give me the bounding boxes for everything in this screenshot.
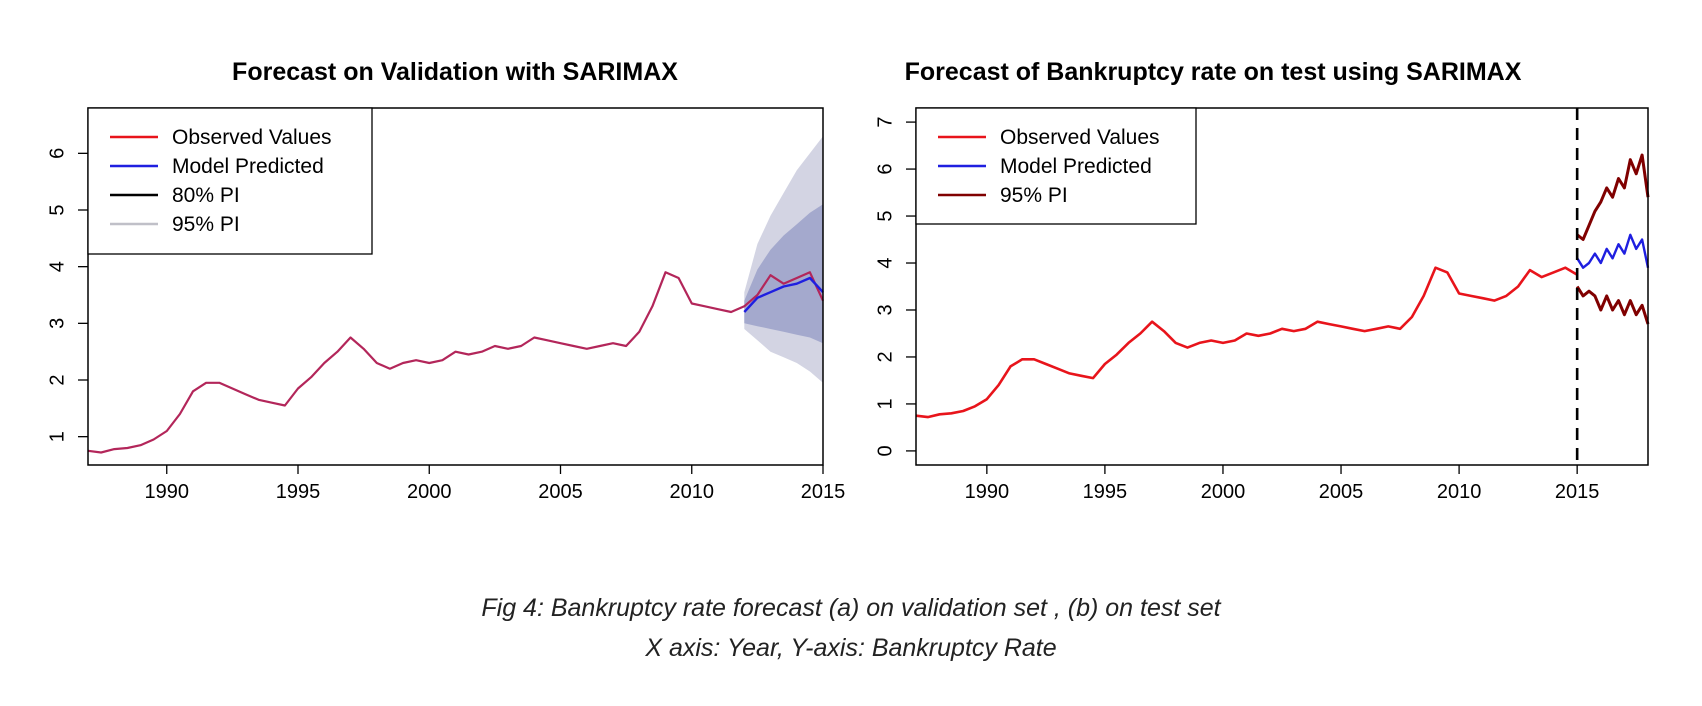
- chart-validation: Forecast on Validation with SARIMAX 1990…: [46, 58, 845, 503]
- legend-entry: 95% PI: [1000, 184, 1068, 207]
- x-tick-label: 2000: [407, 481, 452, 503]
- y-tick-label: 5: [46, 204, 68, 215]
- x-tick-label: 2015: [1555, 481, 1600, 503]
- x-tick-label: 2010: [1437, 481, 1482, 503]
- y-tick-label: 2: [874, 351, 896, 362]
- axis-ticks: 1990 1995 2000 2005 2010 2015 1 2 3 4 5 6: [46, 148, 845, 503]
- x-tick-label: 1995: [276, 481, 321, 503]
- x-tick-label: 2015: [801, 481, 846, 503]
- legend-entry: 95% PI: [172, 213, 240, 236]
- chart-title: Forecast of Bankruptcy rate on test usin…: [905, 58, 1522, 86]
- legend-entry: Model Predicted: [172, 155, 324, 178]
- observed-line: [87, 271, 824, 454]
- legend-entry: Observed Values: [1000, 126, 1160, 149]
- y-tick-label: 3: [46, 318, 68, 329]
- axis-ticks: 1990 1995 2000 2005 2010 2015 0 1 2 3 4 5 6 7: [874, 117, 1599, 503]
- legend-entry: Model Predicted: [1000, 155, 1152, 178]
- pi80-band: [744, 204, 823, 344]
- x-tick-label: 1995: [1083, 481, 1128, 503]
- y-tick-label: 1: [46, 431, 68, 442]
- legend-box: [87, 107, 373, 255]
- legend-entry: 80% PI: [172, 184, 240, 207]
- y-tick-label: 1: [874, 398, 896, 409]
- legend: Observed Values Model Predicted 80% PI 9…: [87, 107, 373, 255]
- y-tick-label: 7: [874, 117, 896, 128]
- series-lines: [915, 108, 1650, 465]
- prediction-interval-bands: [744, 136, 823, 383]
- x-tick-label: 2005: [538, 481, 583, 503]
- figure-caption: Fig 4: Bankruptcy rate forecast (a) on v…: [481, 594, 1221, 622]
- observed-line: [915, 266, 1578, 419]
- x-tick-label: 2010: [670, 481, 715, 503]
- figure-caption-axes: X axis: Year, Y-axis: Bankruptcy Rate: [645, 634, 1057, 662]
- series-lines: [87, 271, 824, 454]
- x-tick-label: 1990: [965, 481, 1010, 503]
- y-tick-label: 3: [874, 304, 896, 315]
- predicted-line: [743, 276, 824, 313]
- chart-test: Forecast of Bankruptcy rate on test usin…: [874, 58, 1650, 503]
- chart-title: Forecast on Validation with SARIMAX: [232, 58, 678, 86]
- y-tick-label: 4: [46, 261, 68, 272]
- pi95-upper-line: [1576, 153, 1650, 241]
- y-tick-label: 4: [874, 257, 896, 268]
- y-tick-label: 2: [46, 374, 68, 385]
- predicted-line: [1576, 233, 1650, 269]
- pi95-lower-line: [1575, 285, 1650, 325]
- x-tick-label: 1990: [145, 481, 190, 503]
- x-tick-label: 2005: [1319, 481, 1364, 503]
- x-tick-label: 2000: [1201, 481, 1246, 503]
- y-tick-label: 6: [874, 164, 896, 175]
- plot-frame: [915, 107, 1649, 466]
- plot-frame: [87, 107, 824, 466]
- y-tick-label: 5: [874, 210, 896, 221]
- y-tick-label: 6: [46, 148, 68, 159]
- legend: Observed Values Model Predicted 95% PI: [915, 107, 1197, 225]
- y-tick-label: 0: [874, 445, 896, 456]
- legend-entry: Observed Values: [172, 126, 332, 149]
